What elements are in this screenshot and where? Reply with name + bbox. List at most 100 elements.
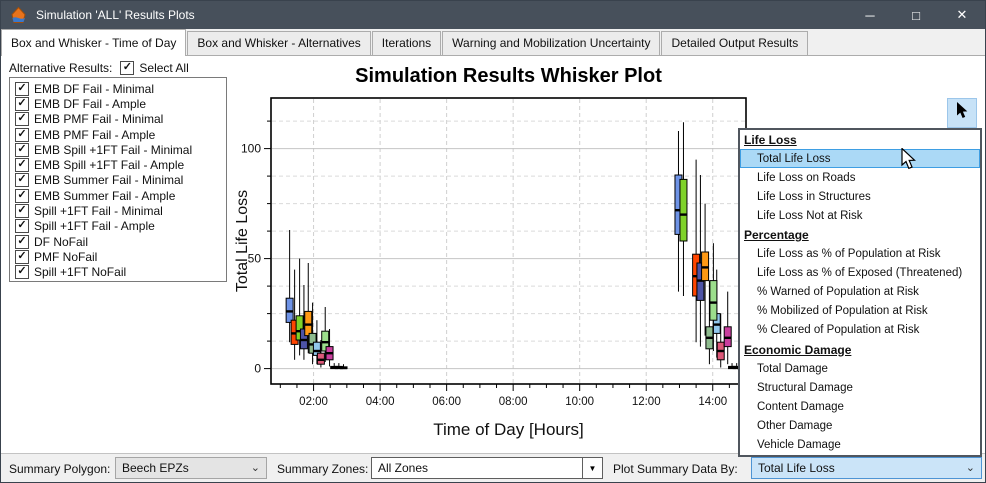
- box-series-emb-summer-fail-ample: [316, 313, 725, 368]
- alternative-row-emb-spill-1ft-fail-minimal[interactable]: ✓ EMB Spill +1FT Fail - Minimal: [15, 142, 226, 157]
- alternative-results-listbox: ✓ EMB DF Fail - Minimal ✓ EMB DF Fail - Amp…: [9, 77, 227, 282]
- dropdown-header-percentage: Percentage: [744, 228, 809, 243]
- box-series-emb-spill-1ft-fail-minimal: [304, 203, 710, 354]
- checkbox[interactable]: ✓: [15, 219, 29, 234]
- alternative-label: Spill +1FT NoFail: [34, 265, 127, 280]
- alternative-label: EMB PMF Fail - Ample: [34, 127, 156, 142]
- alternative-row-emb-df-fail-minimal[interactable]: ✓ EMB DF Fail - Minimal: [15, 81, 226, 96]
- box-series-spill-1ft-fail-ample: [325, 291, 732, 367]
- titlebar[interactable]: Simulation 'ALL' Results Plots ─ □ ✕: [1, 1, 985, 29]
- alternative-row-df-nofail[interactable]: ✓ DF NoFail: [15, 234, 226, 249]
- y-axis-label: Total Life Loss: [234, 190, 251, 292]
- checkbox[interactable]: ✓: [15, 234, 29, 249]
- alternative-row-spill-1ft-fail-minimal[interactable]: ✓ Spill +1FT Fail - Minimal: [15, 203, 226, 219]
- select-all-checkbox[interactable]: ✓: [120, 61, 135, 75]
- minimize-button[interactable]: ─: [865, 7, 875, 23]
- bottom-bar: Summary Polygon: Beech EPZs ⌄ Summary Zo…: [1, 453, 985, 482]
- alternative-label: EMB Spill +1FT Fail - Ample: [34, 158, 185, 173]
- summary-zones-label: Summary Zones:: [277, 462, 369, 476]
- window-controls: ─ □ ✕: [847, 1, 985, 29]
- checkbox[interactable]: ✓: [15, 142, 29, 157]
- y-tick-label: 50: [248, 252, 262, 266]
- alternative-label: EMB Summer Fail - Minimal: [34, 173, 184, 188]
- dropdown-item-life-loss-on-roads[interactable]: Life Loss on Roads: [757, 171, 856, 184]
- checkbox[interactable]: ✓: [15, 158, 29, 173]
- alternative-label: Spill +1FT Fail - Ample: [34, 219, 155, 234]
- dropdown-arrow-icon[interactable]: ▼: [582, 458, 602, 478]
- alternative-row-spill-1ft-fail-ample[interactable]: ✓ Spill +1FT Fail - Ample: [15, 219, 226, 234]
- dropdown-item-life-loss-not-at-risk[interactable]: Life Loss Not at Risk: [757, 209, 863, 222]
- box-series-spill-1ft-fail-minimal: [321, 243, 718, 362]
- alternative-label: EMB Summer Fail - Ample: [34, 188, 176, 203]
- maximize-button[interactable]: □: [912, 7, 920, 23]
- app-icon: [10, 6, 27, 24]
- alternative-row-emb-pmf-fail-ample[interactable]: ✓ EMB PMF Fail - Ample: [15, 127, 226, 142]
- tab-box-and-whisker-alternatives[interactable]: Box and Whisker - Alternatives: [187, 31, 371, 55]
- summary-polygon-value: Beech EPZs: [122, 461, 189, 475]
- alternative-row-emb-df-fail-ample[interactable]: ✓ EMB DF Fail - Ample: [15, 96, 226, 111]
- dropdown-item-total-life-loss[interactable]: Total Life Loss: [740, 149, 980, 169]
- checkbox[interactable]: ✓: [15, 249, 29, 264]
- alternative-label: EMB Spill +1FT Fail - Minimal: [34, 142, 193, 157]
- summary-polygon-label: Summary Polygon:: [9, 462, 111, 476]
- alternative-results-label: Alternative Results:: [9, 61, 113, 75]
- dropdown-item-life-loss-as-of-population-at-risk[interactable]: Life Loss as % of Population at Risk: [757, 248, 941, 261]
- dropdown-item-warned-of-population-at-risk[interactable]: % Warned of Population at Risk: [757, 286, 919, 299]
- plot-frame: [270, 97, 747, 385]
- checkbox[interactable]: ✓: [15, 96, 29, 111]
- dropdown-item-structural-damage[interactable]: Structural Damage: [757, 381, 853, 394]
- alternative-label: PMF NoFail: [34, 249, 98, 264]
- close-button[interactable]: ✕: [956, 7, 968, 22]
- select-all-label: Select All: [139, 61, 189, 75]
- alternative-row-spill-1ft-nofail[interactable]: ✓ Spill +1FT NoFail: [15, 265, 226, 280]
- alternative-row-pmf-nofail[interactable]: ✓ PMF NoFail: [15, 249, 226, 264]
- dropdown-item-mobilized-of-population-at-risk[interactable]: % Mobilized of Population at Risk: [757, 305, 928, 318]
- x-tick-label: 08:00: [499, 396, 528, 408]
- x-axis-label: Time of Day [Hours]: [433, 420, 584, 439]
- x-tick-label: 04:00: [366, 396, 395, 408]
- alternative-row-emb-summer-fail-minimal[interactable]: ✓ EMB Summer Fail - Minimal: [15, 173, 226, 188]
- dropdown-item-content-damage[interactable]: Content Damage: [757, 400, 844, 413]
- dropdown-item-life-loss-as-of-exposed-threatened[interactable]: Life Loss as % of Exposed (Threatened): [757, 267, 963, 280]
- alternative-row-emb-pmf-fail-minimal[interactable]: ✓ EMB PMF Fail - Minimal: [15, 112, 226, 127]
- mouse-cursor-icon: [901, 147, 918, 175]
- whisker-plot-chart: Simulation Results Whisker Plot Total Lif…: [234, 65, 747, 439]
- tab-strip: Box and Whisker - Time of Day Box and Whi…: [1, 29, 985, 56]
- alternative-label: EMB DF Fail - Ample: [34, 96, 147, 111]
- x-tick-label: 14:00: [698, 396, 727, 408]
- x-tick-label: 06:00: [432, 396, 461, 408]
- dropdown-item-vehicle-damage[interactable]: Vehicle Damage: [757, 439, 841, 452]
- content-area: Alternative Results: ✓ Select All ✓ EMB D…: [1, 56, 985, 457]
- x-tick-label: 10:00: [565, 396, 594, 408]
- dropdown-item-total-damage[interactable]: Total Damage: [757, 362, 828, 375]
- checkbox[interactable]: ✓: [15, 173, 29, 188]
- plot-summary-data-by-combobox[interactable]: Total Life Loss ⌄: [751, 457, 982, 479]
- alternative-label: EMB PMF Fail - Minimal: [34, 112, 164, 127]
- dropdown-item-life-loss-in-structures[interactable]: Life Loss in Structures: [757, 190, 871, 203]
- checkbox[interactable]: ✓: [15, 188, 29, 203]
- checkbox[interactable]: ✓: [15, 81, 29, 96]
- checkbox[interactable]: ✓: [15, 112, 29, 127]
- checkbox[interactable]: ✓: [15, 204, 29, 219]
- tab-detailed-output-results[interactable]: Detailed Output Results: [661, 31, 809, 55]
- checkbox[interactable]: ✓: [15, 265, 29, 280]
- pointer-tool-button[interactable]: [947, 98, 977, 128]
- dropdown-item-other-damage[interactable]: Other Damage: [757, 419, 833, 432]
- dropdown-item-cleared-of-population-at-risk[interactable]: % Cleared of Population at Risk: [757, 324, 920, 337]
- summary-zones-value: All Zones: [378, 461, 429, 475]
- tab-iterations[interactable]: Iterations: [371, 31, 442, 55]
- summary-zones-combobox[interactable]: All Zones ▼: [371, 457, 603, 479]
- plot-summary-data-by-label: Plot Summary Data By:: [613, 462, 738, 476]
- dropdown-header-economic-damage: Economic Damage: [744, 342, 852, 357]
- checkbox[interactable]: ✓: [15, 127, 29, 142]
- plot-summary-data-dropdown-list: Life Loss Total Life Loss Life Loss on Roa…: [738, 128, 982, 457]
- plot-summary-data-by-value: Total Life Loss: [758, 461, 835, 475]
- alternative-label: EMB DF Fail - Minimal: [34, 81, 155, 96]
- tab-box-and-whisker-time-of-day[interactable]: Box and Whisker - Time of Day: [1, 29, 187, 56]
- alternative-row-emb-spill-1ft-fail-ample[interactable]: ✓ EMB Spill +1FT Fail - Ample: [15, 157, 226, 173]
- alternative-results-header: Alternative Results: ✓ Select All: [9, 61, 189, 75]
- summary-polygon-combobox[interactable]: Beech EPZs ⌄: [115, 457, 267, 479]
- tab-warning-and-mobilization-uncertainty[interactable]: Warning and Mobilization Uncertainty: [442, 31, 661, 55]
- alternative-row-emb-summer-fail-ample[interactable]: ✓ EMB Summer Fail - Ample: [15, 188, 226, 203]
